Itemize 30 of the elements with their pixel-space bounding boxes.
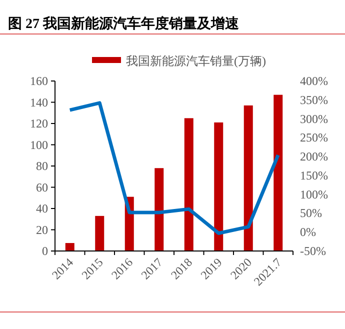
y-tick-label: 160 xyxy=(30,74,48,88)
chart-title: 图 27 我国新能源汽车年度销量及增速 xyxy=(8,15,240,32)
y2-tick-label: -50% xyxy=(300,244,326,258)
y2-tick-label: 150% xyxy=(300,168,328,182)
bar xyxy=(244,105,253,251)
y-tick-label: 20 xyxy=(36,222,48,237)
bar xyxy=(184,118,194,251)
bar xyxy=(154,168,164,251)
y2-tick-label: 200% xyxy=(300,150,328,164)
y-tick-label: 120 xyxy=(30,116,48,130)
y-tick-label: 0 xyxy=(42,244,48,258)
y-tick-label: 100 xyxy=(30,138,48,152)
y-tick-label: 80 xyxy=(36,159,48,173)
y2-tick-label: 300% xyxy=(300,112,328,126)
bar xyxy=(214,122,224,251)
y-tick-label: 140 xyxy=(30,95,48,110)
y2-tick-label: 0% xyxy=(300,225,316,240)
line-series xyxy=(68,101,280,235)
bar xyxy=(274,94,283,251)
bar xyxy=(95,216,104,251)
y2-tick-label: 250% xyxy=(300,130,328,145)
y2-tick-label: 400% xyxy=(300,74,328,88)
legend: 我国新能源汽车销量(万辆) xyxy=(92,54,266,68)
y2-tick-label: 350% xyxy=(300,92,328,107)
y2-tick-label: 100% xyxy=(300,187,328,202)
legend-label: 我国新能源汽车销量(万辆) xyxy=(126,54,266,68)
y2-tick-label: 50% xyxy=(300,206,322,220)
y-tick-label: 60 xyxy=(36,180,48,194)
y-tick-label: 40 xyxy=(36,202,48,216)
bar xyxy=(65,243,74,251)
